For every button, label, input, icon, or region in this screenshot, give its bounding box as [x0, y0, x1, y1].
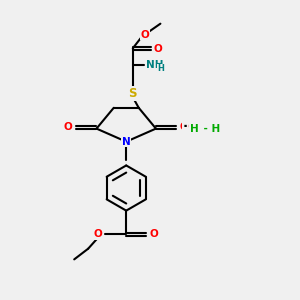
Text: - H: - H	[200, 124, 220, 134]
Text: O: O	[150, 230, 159, 239]
Text: O: O	[93, 230, 102, 239]
Text: O: O	[180, 122, 188, 132]
Text: NH: NH	[146, 60, 164, 70]
Text: ·: ·	[183, 120, 188, 133]
Text: H: H	[158, 64, 164, 74]
Text: O: O	[64, 122, 73, 132]
Text: O: O	[154, 44, 162, 54]
Text: O: O	[140, 30, 149, 40]
Text: N: N	[122, 137, 130, 147]
Text: HCl: HCl	[190, 124, 210, 134]
Text: S: S	[128, 87, 137, 100]
